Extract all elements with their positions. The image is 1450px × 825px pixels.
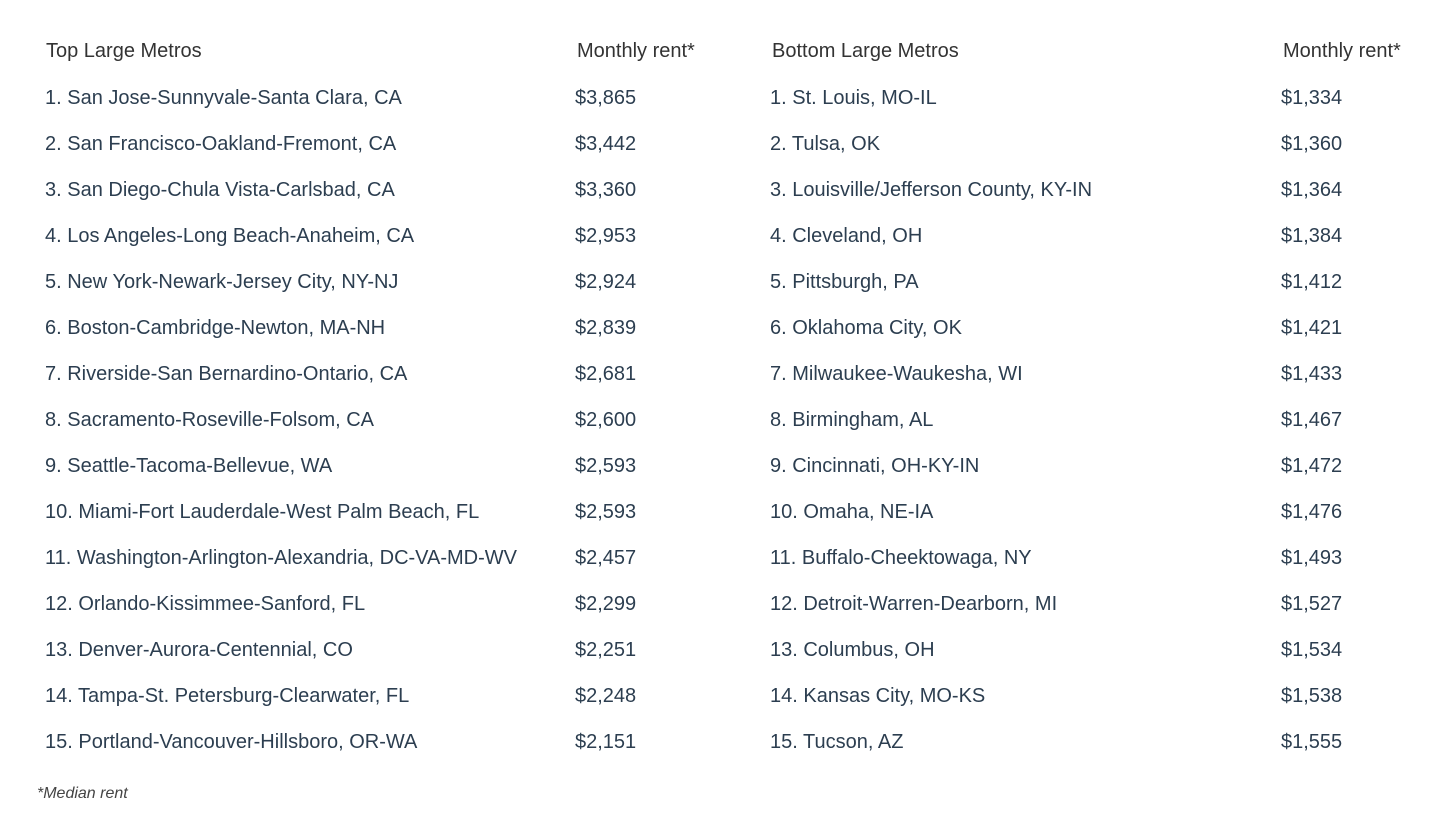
left-metro-name: 2. San Francisco-Oakland-Fremont, CA: [45, 133, 397, 155]
right-monthly-rent: $1,384: [1281, 225, 1343, 247]
left-monthly-rent: $2,593: [575, 501, 637, 523]
left-metro-name: 15. Portland-Vancouver-Hillsboro, OR-WA: [45, 731, 418, 753]
right-metro-name: 15. Tucson, AZ: [770, 731, 904, 753]
right-monthly-rent: $1,555: [1281, 731, 1343, 753]
left-monthly-rent: $2,151: [575, 731, 637, 753]
left-monthly-rent: $2,593: [575, 455, 637, 477]
left-metro-name: 9. Seattle-Tacoma-Bellevue, WA: [45, 455, 333, 477]
right-monthly-rent: $1,412: [1281, 271, 1343, 293]
left-monthly-rent: $2,251: [575, 639, 637, 661]
right-metro-name: 5. Pittsburgh, PA: [770, 271, 919, 293]
right-monthly-rent: $1,493: [1281, 547, 1343, 569]
left-monthly-rent: $2,248: [575, 685, 637, 707]
left-metro-name: 8. Sacramento-Roseville-Folsom, CA: [45, 409, 374, 431]
left-metro-name: 1. San Jose-Sunnyvale-Santa Clara, CA: [45, 87, 402, 109]
top-rent-header: Monthly rent*: [577, 40, 695, 62]
right-monthly-rent: $1,433: [1281, 363, 1343, 385]
right-metro-name: 9. Cincinnati, OH-KY-IN: [770, 455, 980, 477]
right-monthly-rent: $1,334: [1281, 87, 1343, 109]
left-metro-name: 14. Tampa-St. Petersburg-Clearwater, FL: [45, 685, 410, 707]
right-monthly-rent: $1,364: [1281, 179, 1343, 201]
left-monthly-rent: $3,360: [575, 179, 637, 201]
right-metro-name: 7. Milwaukee-Waukesha, WI: [770, 363, 1023, 385]
left-monthly-rent: $2,953: [575, 225, 637, 247]
left-monthly-rent: $3,865: [575, 87, 637, 109]
left-metro-name: 13. Denver-Aurora-Centennial, CO: [45, 639, 353, 661]
right-monthly-rent: $1,538: [1281, 685, 1343, 707]
footnote: *Median rent: [37, 785, 128, 802]
left-monthly-rent: $3,442: [575, 133, 637, 155]
right-metro-name: 12. Detroit-Warren-Dearborn, MI: [770, 593, 1058, 615]
left-monthly-rent: $2,924: [575, 271, 637, 293]
bottom-rent-header: Monthly rent*: [1283, 40, 1401, 62]
right-metro-name: 14. Kansas City, MO-KS: [770, 685, 986, 707]
right-metro-name: 13. Columbus, OH: [770, 639, 935, 661]
right-monthly-rent: $1,527: [1281, 593, 1343, 615]
left-metro-name: 11. Washington-Arlington-Alexandria, DC-…: [45, 547, 518, 569]
left-monthly-rent: $2,681: [575, 363, 637, 385]
top-metros-header: Top Large Metros: [46, 40, 202, 62]
right-metro-name: 10. Omaha, NE-IA: [770, 501, 934, 523]
right-metro-name: 3. Louisville/Jefferson County, KY-IN: [770, 179, 1093, 201]
right-monthly-rent: $1,534: [1281, 639, 1343, 661]
bottom-metros-header: Bottom Large Metros: [772, 40, 959, 62]
left-metro-name: 5. New York-Newark-Jersey City, NY-NJ: [45, 271, 399, 293]
right-monthly-rent: $1,360: [1281, 133, 1343, 155]
right-metro-name: 11. Buffalo-Cheektowaga, NY: [770, 547, 1032, 569]
left-monthly-rent: $2,457: [575, 547, 637, 569]
right-monthly-rent: $1,476: [1281, 501, 1343, 523]
left-metro-name: 4. Los Angeles-Long Beach-Anaheim, CA: [45, 225, 415, 247]
left-metro-name: 10. Miami-Fort Lauderdale-West Palm Beac…: [45, 501, 480, 523]
left-monthly-rent: $2,839: [575, 317, 637, 339]
right-metro-name: 4. Cleveland, OH: [770, 225, 923, 247]
left-monthly-rent: $2,600: [575, 409, 637, 431]
left-metro-name: 3. San Diego-Chula Vista-Carlsbad, CA: [45, 179, 395, 201]
left-monthly-rent: $2,299: [575, 593, 637, 615]
left-metro-name: 6. Boston-Cambridge-Newton, MA-NH: [45, 317, 386, 339]
right-monthly-rent: $1,467: [1281, 409, 1343, 431]
right-metro-name: 6. Oklahoma City, OK: [770, 317, 962, 339]
right-metro-name: 2. Tulsa, OK: [770, 133, 881, 155]
right-metro-name: 1. St. Louis, MO-IL: [770, 87, 937, 109]
left-metro-name: 7. Riverside-San Bernardino-Ontario, CA: [45, 363, 408, 385]
right-monthly-rent: $1,472: [1281, 455, 1343, 477]
left-metro-name: 12. Orlando-Kissimmee-Sanford, FL: [45, 593, 366, 615]
right-metro-name: 8. Birmingham, AL: [770, 409, 934, 431]
right-monthly-rent: $1,421: [1281, 317, 1343, 339]
